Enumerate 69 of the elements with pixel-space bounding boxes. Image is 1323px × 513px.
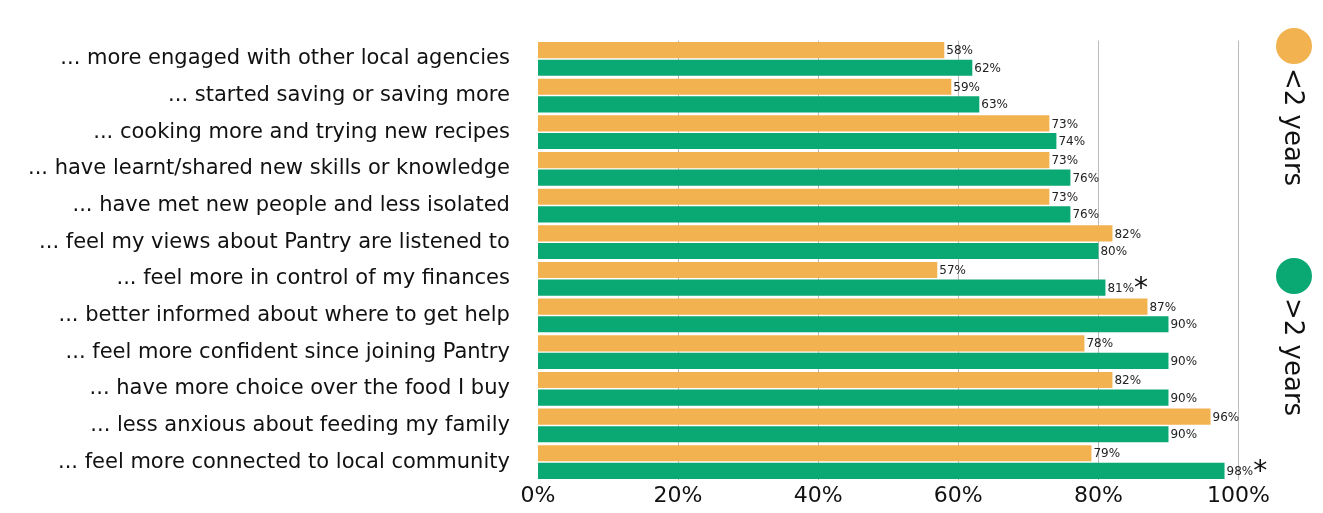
bar [537,242,1099,260]
y-tick-label: ... better informed about where to get help [58,301,510,326]
data-label: 73% [1051,189,1079,204]
bar [537,462,1225,479]
y-tick-label: ... feel more connected to local community [57,448,510,473]
bar [537,352,1169,370]
x-tick-label: 80% [1073,482,1123,508]
y-tick-label: ... less anxious about feeding my family [90,411,510,436]
data-label: 57% [939,263,966,278]
bar [537,316,1169,333]
data-label: 98% [1226,464,1254,478]
bar [537,42,945,59]
data-label: 73% [1051,153,1079,168]
bar [537,169,1071,186]
data-label: 96% [1212,409,1240,424]
bar [537,371,1113,389]
bar [537,335,1085,352]
x-tick-label: 0% [520,482,556,508]
data-label: 82% [1114,226,1142,241]
y-tick-label: ... have more choice over the food I buy [89,375,510,400]
y-tick-label: ... feel more confident since joining Pantry [65,338,510,363]
data-label: 63% [981,97,1008,112]
bar [537,151,1050,169]
bar [537,78,952,95]
bar [537,115,1050,132]
bar [537,132,1057,150]
data-label: 82% [1114,373,1142,388]
data-label: 90% [1170,354,1198,369]
bar [537,206,1071,223]
data-label: 87% [1149,299,1177,314]
data-label: 76% [1072,170,1100,185]
data-label: 73% [1051,116,1079,131]
data-label: 74% [1058,134,1086,149]
data-label: 80% [1100,244,1128,259]
annotation: * [1134,270,1149,304]
bar [537,261,938,279]
data-label: 58% [946,43,973,58]
data-label: 79% [1093,446,1121,461]
y-tick-label: ... feel my views about Pantry are listened to [39,228,510,253]
y-tick-label: ... cooking more and trying new recipes [93,118,510,143]
bar [537,445,1092,462]
data-label: 78% [1086,336,1114,351]
data-label: 76% [1072,207,1100,222]
data-label: 90% [1170,317,1198,332]
y-tick-label: ... started saving or saving more [168,82,510,107]
data-label: 59% [953,79,980,94]
bar [537,225,1113,242]
x-tick-label: 20% [653,482,703,508]
data-label: 90% [1170,390,1198,405]
legend-label: <2 years [1279,68,1309,187]
y-tick-label: ... have met new people and less isolated [72,191,510,216]
legend-label: >2 years [1279,298,1309,417]
bar [537,188,1050,205]
x-tick-label: 100% [1207,482,1271,508]
bar [537,279,1106,296]
x-tick-label: 60% [933,482,983,508]
bar [537,298,1148,315]
data-label: 81% [1107,280,1135,295]
data-label: 62% [974,60,1001,75]
y-tick-label: ... more engaged with other local agencies [60,45,510,70]
bar [537,389,1169,406]
data-label: 90% [1170,427,1198,442]
bar [537,426,1169,443]
bar [537,96,980,113]
y-tick-label: ... have learnt/shared new skills or knowledge [27,155,510,180]
y-tick-label: ... feel more in control of my finances [116,265,510,290]
bar [537,59,973,76]
x-tick-label: 40% [793,482,843,508]
bar [537,408,1211,425]
